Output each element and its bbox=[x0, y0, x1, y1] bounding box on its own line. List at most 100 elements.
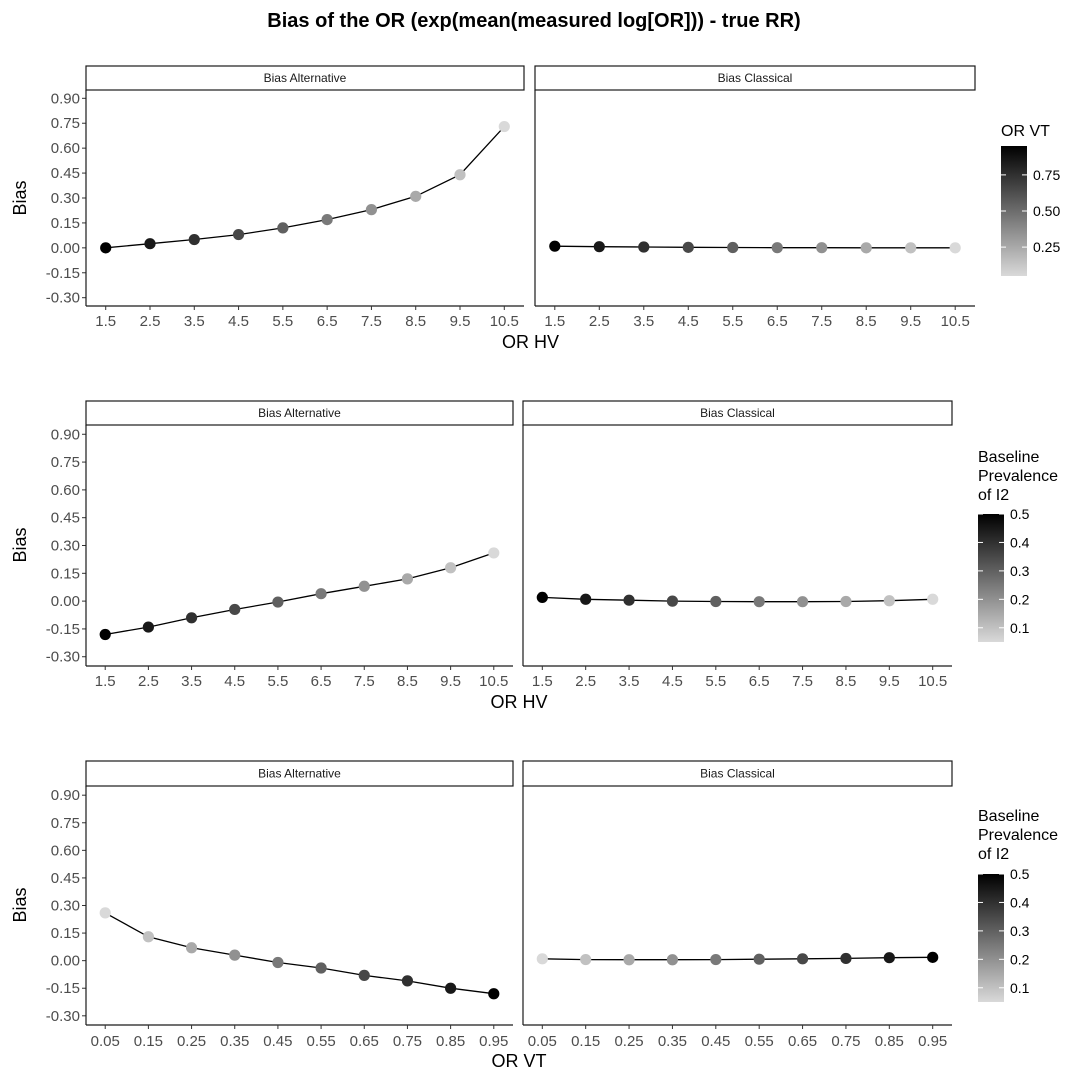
y-tick-label: 0.15 bbox=[51, 215, 80, 232]
series-line bbox=[104, 912, 494, 995]
x-tick-label: 9.5 bbox=[440, 673, 461, 690]
legend-tick-label: 0.2 bbox=[1010, 951, 1030, 967]
data-point bbox=[229, 603, 241, 616]
x-tick-label: 7.5 bbox=[811, 313, 832, 330]
y-tick-label: -0.30 bbox=[46, 649, 80, 666]
data-point bbox=[272, 956, 284, 969]
panel-strip-label: Bias Classical bbox=[700, 406, 775, 420]
legend-tick-label: 0.25 bbox=[1033, 239, 1060, 255]
legend-tick-label: 0.4 bbox=[1010, 894, 1030, 910]
legend-tick-label: 0.50 bbox=[1033, 203, 1060, 219]
x-tick-label: 10.5 bbox=[918, 673, 947, 690]
panel-strip-label: Bias Classical bbox=[700, 767, 775, 781]
legend-title: Prevalence bbox=[978, 827, 1058, 844]
data-point bbox=[905, 242, 917, 254]
series-line bbox=[542, 596, 933, 603]
data-point bbox=[949, 242, 961, 254]
panel-classical: Bias Classical 1.5 2.5 3.5 4.5 5.5 6.5 7.5 8.5 9.… bbox=[522, 400, 953, 690]
x-tick-label: 5.5 bbox=[272, 313, 293, 330]
x-tick-label: 9.5 bbox=[450, 313, 471, 330]
data-point bbox=[666, 595, 679, 607]
legend-title: OR VT bbox=[1001, 123, 1050, 140]
data-point bbox=[185, 612, 198, 624]
data-point bbox=[883, 595, 895, 607]
data-point bbox=[860, 242, 872, 254]
y-tick-label: 0.30 bbox=[51, 190, 80, 207]
color-legend: Baseline Prevalence of I20.5 0.4 0.3 0.2 0.1 bbox=[978, 808, 1058, 1002]
legend-tick-label: 0.4 bbox=[1010, 534, 1030, 550]
x-tick-label: 2.5 bbox=[575, 673, 596, 690]
color-legend: OR VT 0.75 0.50 0.25 bbox=[1001, 123, 1060, 276]
x-tick-label: 5.5 bbox=[722, 313, 743, 330]
legend-tick-label: 0.2 bbox=[1010, 591, 1030, 607]
y-tick-label: 0.60 bbox=[51, 482, 80, 499]
data-point bbox=[682, 241, 694, 253]
x-tick-label: 2.5 bbox=[140, 313, 161, 330]
legend-colorbar bbox=[978, 874, 1004, 1002]
legend-tick-label: 0.5 bbox=[1010, 506, 1030, 522]
y-tick-label: 0.75 bbox=[51, 454, 80, 471]
series-line bbox=[542, 956, 933, 961]
data-point bbox=[315, 588, 327, 600]
data-point bbox=[315, 962, 327, 974]
data-point bbox=[796, 596, 809, 608]
data-point bbox=[771, 242, 783, 254]
data-point bbox=[549, 240, 561, 252]
x-tick-label: 1.5 bbox=[532, 673, 553, 690]
x-tick-label: 0.65 bbox=[350, 1033, 379, 1050]
panel-strip-label: Bias Alternative bbox=[258, 767, 341, 781]
chart-row-3: Bias 0.90 0.75 0.60 0.45 0.30 0.15 0.00 -0.15 -0.… bbox=[10, 760, 1058, 1071]
x-tick-label: 0.95 bbox=[479, 1033, 508, 1050]
x-tick-label: 1.5 bbox=[95, 673, 116, 690]
x-tick-label: 6.5 bbox=[311, 673, 332, 690]
y-tick-label: 0.45 bbox=[51, 165, 80, 182]
data-point bbox=[99, 907, 111, 919]
x-tick-label: 2.5 bbox=[138, 673, 159, 690]
y-tick-label: 0.00 bbox=[51, 593, 80, 610]
series-line bbox=[105, 552, 495, 636]
y-tick-label: -0.15 bbox=[46, 265, 80, 282]
data-point bbox=[229, 949, 241, 961]
x-tick-label: 7.5 bbox=[354, 673, 375, 690]
data-point bbox=[358, 969, 370, 981]
data-point bbox=[277, 222, 289, 234]
data-point bbox=[840, 952, 852, 965]
x-tick-label: 0.05 bbox=[528, 1033, 557, 1050]
y-tick-label: 0.30 bbox=[51, 898, 80, 915]
x-tick-label: 4.5 bbox=[662, 673, 683, 690]
series-line bbox=[105, 126, 505, 249]
y-tick-label: 0.15 bbox=[51, 925, 80, 942]
legend-title: of I2 bbox=[978, 846, 1009, 863]
x-tick-label: 3.5 bbox=[619, 673, 640, 690]
x-tick-label: 4.5 bbox=[228, 313, 249, 330]
y-tick-label: 0.00 bbox=[51, 953, 80, 970]
data-point bbox=[321, 214, 333, 226]
data-point bbox=[144, 238, 156, 250]
x-tick-label: 7.5 bbox=[361, 313, 382, 330]
panel-classical: Bias Classical 0.05 0.15 0.25 0.35 0.45 0.55 0.… bbox=[522, 760, 953, 1050]
x-tick-label: 6.5 bbox=[767, 313, 788, 330]
y-tick-label: 0.90 bbox=[51, 787, 80, 804]
data-point bbox=[593, 241, 605, 253]
panel-strip bbox=[534, 65, 976, 91]
y-tick-label: 0.15 bbox=[51, 565, 80, 582]
x-tick-label: 10.5 bbox=[490, 313, 519, 330]
legend-title: Baseline bbox=[978, 808, 1039, 825]
x-tick-label: 6.5 bbox=[317, 313, 338, 330]
x-tick-label: 0.55 bbox=[306, 1033, 335, 1050]
y-tick-label: 0.75 bbox=[51, 815, 80, 832]
data-point bbox=[623, 954, 635, 966]
x-tick-label: 0.05 bbox=[91, 1033, 120, 1050]
y-axis-label: Bias bbox=[10, 180, 30, 215]
data-point bbox=[710, 595, 722, 608]
data-point bbox=[753, 953, 765, 965]
data-point bbox=[580, 593, 592, 605]
x-tick-label: 0.15 bbox=[571, 1033, 600, 1050]
data-point bbox=[536, 591, 548, 604]
y-tick-label: -0.30 bbox=[46, 290, 80, 307]
panel-alternative: Bias Alternative 0.05 0.15 0.25 0.35 0.45 0.55… bbox=[85, 760, 514, 1050]
x-tick-label: 8.5 bbox=[856, 313, 877, 330]
data-point bbox=[927, 951, 939, 963]
x-tick-label: 9.5 bbox=[879, 673, 900, 690]
